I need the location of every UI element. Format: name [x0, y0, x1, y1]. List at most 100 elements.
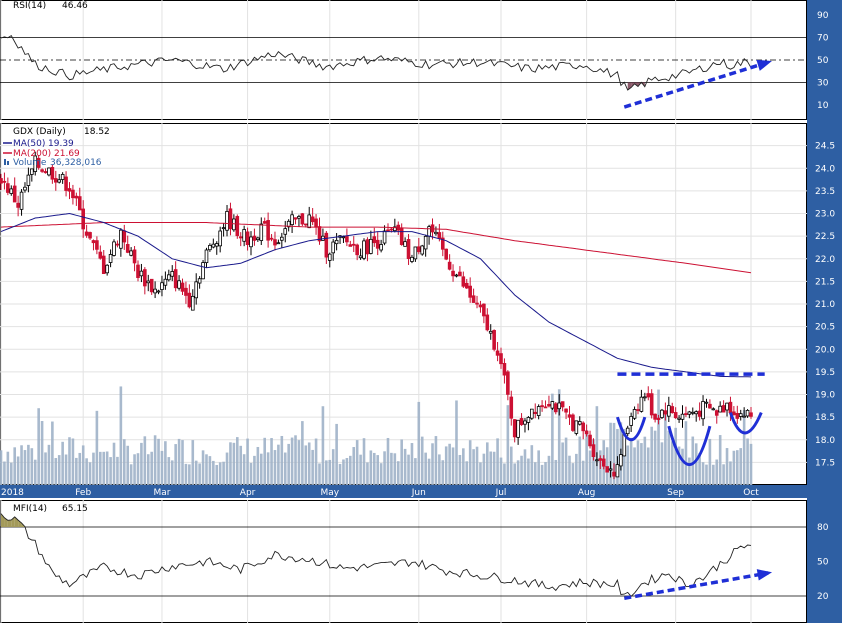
candle-body: [495, 350, 500, 356]
candle-body: [440, 237, 445, 250]
candle-body: [667, 405, 671, 417]
candle-body: [738, 413, 743, 417]
candle-body: [98, 251, 103, 259]
volume-bar: [212, 460, 215, 485]
candle-body: [132, 249, 137, 264]
candle-body: [232, 218, 236, 231]
candle-body: [119, 229, 123, 249]
annotation-layer: [616, 59, 773, 601]
candle-body: [156, 290, 161, 293]
price-layer: [0, 151, 753, 480]
volume-bar: [643, 436, 647, 485]
volume-bar: [612, 422, 616, 485]
candle-body: [543, 406, 548, 409]
volume-bar: [578, 436, 582, 485]
volume-bar: [362, 438, 366, 485]
volume-bar: [496, 438, 499, 485]
volume-bar: [592, 439, 595, 485]
volume-bar: [492, 451, 496, 485]
volume-bar: [307, 442, 311, 485]
candle-body: [485, 314, 490, 331]
candle-body: [184, 287, 188, 296]
candle-body: [406, 239, 411, 259]
volume-bar: [222, 461, 225, 485]
volume-bar: [581, 460, 585, 485]
x-tick-label: Feb: [75, 488, 91, 498]
volume-bar: [479, 462, 482, 485]
candle-body: [259, 223, 264, 241]
candle-body: [180, 282, 185, 292]
volume-bar: [181, 440, 184, 485]
candle-body: [714, 410, 719, 416]
candle-body: [91, 240, 96, 244]
volume-bar: [506, 405, 510, 485]
candle-body: [512, 419, 517, 438]
volume-bar: [143, 436, 147, 485]
volume-bar: [150, 451, 153, 485]
candle-body: [687, 411, 692, 415]
candle-body: [711, 408, 716, 411]
candle-body: [88, 232, 92, 239]
volume-bar: [609, 422, 612, 485]
volume-bar: [722, 464, 725, 485]
candle-body: [345, 236, 349, 243]
volume-bar: [170, 460, 174, 485]
candle-body: [403, 241, 407, 247]
candle-body: [571, 414, 575, 431]
bottom-arc: [667, 425, 712, 466]
volume-bar: [729, 461, 732, 485]
candle-body: [112, 241, 116, 256]
candle-body: [509, 396, 514, 419]
candle-body: [101, 255, 106, 275]
candle-body: [417, 246, 421, 253]
candle-body: [629, 416, 633, 426]
candle-body: [564, 408, 568, 413]
candle-body: [451, 270, 455, 277]
candle-body: [447, 261, 452, 270]
volume-bar: [482, 453, 486, 485]
volume-bar: [732, 450, 736, 485]
volume-bar: [718, 435, 722, 485]
volume-bar: [331, 449, 335, 485]
volume-bar: [198, 463, 201, 485]
volume-bar: [294, 435, 297, 485]
mfi-overbought-fill: [18, 520, 22, 527]
volume-bar: [379, 463, 383, 485]
candle-body: [283, 228, 288, 235]
candle-body: [125, 244, 130, 253]
candle-body: [95, 240, 99, 250]
legend-price-name: GDX (Daily): [13, 127, 66, 137]
rsi-y-tick-label: 10: [817, 101, 829, 111]
mfi-label-name: MFI(14): [13, 504, 47, 514]
volume-bar: [57, 455, 61, 485]
volume-bar: [434, 436, 438, 485]
candle-body: [492, 330, 496, 350]
candle-body: [273, 239, 277, 246]
candle-body: [615, 464, 620, 478]
candle-body: [269, 237, 274, 240]
candle-body: [591, 444, 596, 458]
candle-body: [194, 281, 199, 299]
candle-body: [173, 269, 178, 289]
price-y-tick-label: 19.0: [815, 391, 835, 401]
candle-body: [550, 401, 555, 409]
volume-bar: [451, 447, 455, 485]
volume-bar: [444, 446, 448, 485]
volume-bar: [335, 423, 338, 485]
candle-body: [389, 228, 394, 231]
candle-body: [303, 223, 308, 226]
volume-bar: [229, 442, 232, 485]
candle-body: [115, 243, 120, 246]
candle-body: [560, 401, 565, 408]
candle-body: [557, 402, 562, 410]
candle-body: [574, 420, 579, 434]
candle-body: [167, 274, 171, 281]
volume-bar: [640, 443, 643, 485]
candle-body: [588, 434, 592, 447]
volume-bar: [571, 463, 575, 485]
candle-body: [423, 235, 428, 250]
volume-bar: [188, 464, 191, 485]
candle-body: [718, 405, 722, 413]
volume-bar: [88, 462, 92, 485]
volume-bar: [420, 436, 424, 485]
